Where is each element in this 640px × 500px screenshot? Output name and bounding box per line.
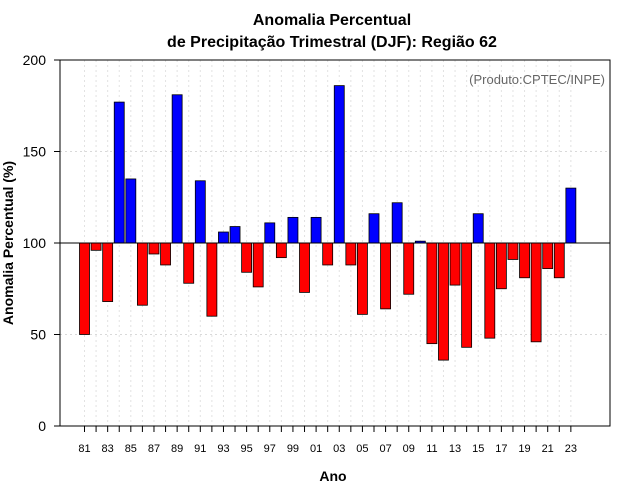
y-axis-label: Anomalia Percentual (%) — [0, 161, 16, 325]
x-tick-label: 81 — [78, 443, 90, 455]
bar-17 — [495, 242, 507, 290]
bar-00 — [299, 242, 310, 293]
x-tick-label: 09 — [403, 443, 415, 455]
bar-13 — [449, 242, 461, 286]
bar-series — [79, 85, 577, 361]
bar-82 — [90, 242, 102, 251]
bar-11 — [426, 242, 438, 345]
bar-97 — [264, 222, 276, 244]
chart-title-line1: Anomalia Percentual — [253, 12, 411, 29]
bar-16 — [484, 242, 496, 339]
x-tick-label: 11 — [426, 443, 437, 455]
x-tick-label: 03 — [333, 443, 345, 455]
x-tick-label: 05 — [356, 443, 368, 455]
x-tick-label: 93 — [217, 443, 229, 455]
y-tick-label: 100 — [23, 235, 47, 251]
bar-21 — [542, 242, 554, 270]
bar-14 — [461, 242, 473, 348]
x-tick-label: 87 — [148, 443, 160, 455]
x-axis-label: Ano — [319, 468, 346, 484]
y-tick-label: 150 — [23, 144, 47, 160]
bar-99 — [287, 216, 299, 244]
bar-93 — [218, 231, 229, 244]
bar-98 — [275, 242, 287, 259]
y-tick-label: 0 — [38, 418, 46, 434]
bar-22 — [553, 242, 565, 279]
y-axis: 0 50 100 150 200 — [23, 52, 60, 434]
x-tick-label: 85 — [125, 443, 137, 455]
bar-01 — [310, 216, 322, 244]
bar-95 — [241, 242, 253, 273]
bar-84 — [113, 101, 125, 244]
bar-94 — [229, 226, 241, 244]
x-tick-label: 99 — [287, 443, 299, 455]
bar-20 — [530, 242, 542, 343]
x-tick-label: 17 — [495, 443, 507, 455]
bar-06 — [368, 213, 380, 244]
bar-81 — [79, 242, 90, 335]
grid-lines — [60, 59, 610, 427]
bar-19 — [519, 242, 530, 279]
bar-23 — [565, 187, 577, 244]
x-tick-label: 21 — [542, 443, 554, 455]
bar-85 — [125, 178, 137, 244]
bar-91 — [194, 180, 206, 244]
bar-12 — [438, 242, 449, 361]
bar-86 — [136, 242, 148, 306]
x-tick-label: 23 — [565, 443, 577, 455]
x-tick-label: 13 — [449, 443, 461, 455]
bar-96 — [252, 242, 264, 288]
bar-02 — [322, 242, 334, 266]
bar-07 — [380, 242, 391, 310]
x-tick-label: 19 — [518, 443, 530, 455]
x-tick-label: 15 — [472, 443, 484, 455]
bar-03 — [333, 85, 345, 244]
bar-88 — [160, 242, 171, 266]
x-tick-label: 97 — [264, 443, 276, 455]
bar-15 — [472, 213, 484, 244]
chart-title-line2: de Precipitação Trimestral (DJF): Região… — [167, 34, 497, 51]
bar-05 — [357, 242, 368, 315]
bar-83 — [102, 242, 114, 302]
credit-label: (Produto:CPTEC/INPE) — [469, 72, 605, 87]
x-tick-label: 95 — [240, 443, 252, 455]
x-tick-label: 83 — [102, 443, 114, 455]
y-tick-label: 200 — [23, 52, 47, 68]
bar-90 — [183, 242, 195, 284]
x-axis: 81 83 85 87 89 91 93 95 97 99 01 03 05 07 09 11 13 15 17 19… — [78, 426, 577, 455]
bar-18 — [507, 242, 519, 260]
bar-09 — [403, 242, 415, 295]
x-tick-label: 91 — [194, 443, 206, 455]
x-tick-label: 01 — [310, 443, 322, 455]
bar-04 — [345, 242, 357, 266]
y-tick-label: 50 — [30, 327, 46, 343]
bar-92 — [206, 242, 218, 317]
bar-08 — [391, 202, 403, 244]
x-tick-label: 89 — [171, 443, 183, 455]
x-tick-label: 07 — [379, 443, 391, 455]
bar-89 — [171, 94, 183, 244]
bar-87 — [148, 242, 160, 255]
